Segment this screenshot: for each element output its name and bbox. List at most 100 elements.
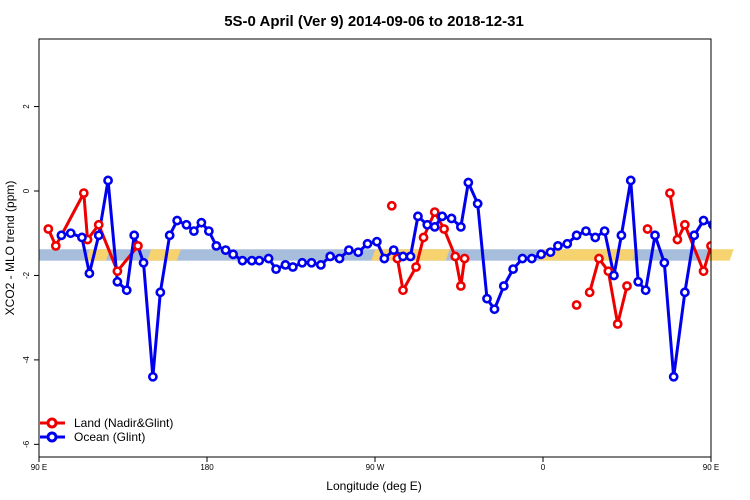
ocean-point xyxy=(650,230,660,241)
ocean-point xyxy=(517,253,528,264)
ocean-point xyxy=(228,249,239,260)
ocean-point xyxy=(93,230,104,241)
ocean-point xyxy=(129,230,140,241)
legend: Land (Nadir&Glint) Ocean (Glint) xyxy=(40,416,173,444)
ocean-point xyxy=(121,285,132,296)
ocean-point xyxy=(553,240,563,251)
ocean-point xyxy=(388,245,399,256)
land-point xyxy=(439,224,449,234)
ocean-point xyxy=(625,175,636,186)
ocean-point xyxy=(489,304,500,315)
land-point xyxy=(459,253,470,264)
ocean-point xyxy=(668,371,679,382)
ocean-point xyxy=(737,228,744,235)
y-tick-label: -4 xyxy=(22,356,31,364)
ocean-point xyxy=(609,270,619,281)
ocean-point xyxy=(362,238,373,249)
ocean-point xyxy=(571,230,582,241)
ocean-point xyxy=(379,253,390,264)
ocean-point xyxy=(155,287,166,298)
ocean-point xyxy=(405,251,416,262)
ocean-point xyxy=(189,226,199,237)
chart-title: 5S-0 April (Ver 9) 2014-09-06 to 2018-12… xyxy=(224,13,524,30)
ocean-point xyxy=(237,255,248,266)
ocean-point xyxy=(633,276,644,287)
ocean-point xyxy=(545,247,556,258)
ocean-point xyxy=(707,220,711,230)
ocean-line xyxy=(61,177,711,377)
ocean-point xyxy=(437,211,448,222)
land-point xyxy=(665,188,675,199)
land-point xyxy=(698,266,709,277)
land-point xyxy=(679,219,690,230)
land-point xyxy=(93,219,104,230)
ocean-point xyxy=(463,177,474,188)
ocean-point xyxy=(371,236,382,247)
land-point xyxy=(398,285,408,296)
land-point xyxy=(386,200,397,211)
y-tick-label: -6 xyxy=(22,440,31,448)
ocean-point xyxy=(745,242,750,249)
ocean-point xyxy=(689,230,700,241)
ocean-point xyxy=(263,253,274,264)
ocean-point xyxy=(498,281,509,291)
land-band xyxy=(147,249,181,261)
ocean-point xyxy=(482,293,492,304)
land-point xyxy=(133,240,143,251)
x-tick-label: 90 E xyxy=(31,463,47,472)
ocean-point xyxy=(508,264,519,275)
ocean-point xyxy=(77,232,87,243)
ocean-point xyxy=(429,221,440,232)
land-point xyxy=(642,224,653,234)
ocean-point xyxy=(103,175,113,186)
land-point xyxy=(455,281,466,291)
ocean-point xyxy=(353,247,364,258)
ocean-point xyxy=(297,257,308,268)
land-point xyxy=(112,266,123,277)
land-band xyxy=(85,249,110,261)
ocean-point xyxy=(287,262,298,272)
ocean-point xyxy=(65,228,76,239)
land-point xyxy=(78,188,89,199)
x-tick-label: 90 W xyxy=(366,463,385,472)
ocean-point xyxy=(472,198,483,209)
ocean-point xyxy=(211,240,222,251)
ocean-point xyxy=(84,268,95,279)
land-point xyxy=(43,224,54,234)
ocean-point xyxy=(254,255,265,266)
ocean-point xyxy=(56,230,67,241)
x-tick-label: 0 xyxy=(541,463,546,472)
land-point xyxy=(706,240,711,251)
land-point xyxy=(672,234,683,245)
ocean-point xyxy=(728,219,735,226)
ocean-point xyxy=(640,285,651,296)
ocean-point xyxy=(334,253,345,264)
ocean-point xyxy=(325,251,336,262)
land-point xyxy=(584,287,595,298)
y-tick-label: 2 xyxy=(22,104,31,109)
plot-series xyxy=(43,175,750,382)
ocean-point xyxy=(112,276,123,287)
y-axis: 2 0 -2 -4 -6 xyxy=(22,104,39,448)
x-tick-label: 90 E xyxy=(703,463,719,472)
ocean-point xyxy=(315,259,326,270)
ocean-point xyxy=(526,253,537,264)
land-band xyxy=(707,249,734,261)
ocean-point xyxy=(616,230,627,241)
ocean-point xyxy=(181,219,192,230)
land-point xyxy=(450,251,461,262)
ocean-point xyxy=(280,259,291,270)
land-point xyxy=(429,207,440,218)
legend-ocean-label: Ocean (Glint) xyxy=(74,430,145,444)
ocean-point xyxy=(719,228,726,235)
ocean-point xyxy=(659,257,670,268)
ocean-point xyxy=(172,215,183,226)
ocean-point xyxy=(562,238,573,249)
ocean-point xyxy=(599,226,610,237)
ocean-point xyxy=(422,219,433,230)
ocean-point xyxy=(590,232,601,243)
y-tick-label: -2 xyxy=(22,271,31,279)
ocean-point xyxy=(138,257,149,268)
x-axis-label: Longitude (deg E) xyxy=(326,479,421,493)
y-axis-label: XCO2 - MLO trend (ppm) xyxy=(3,181,17,316)
